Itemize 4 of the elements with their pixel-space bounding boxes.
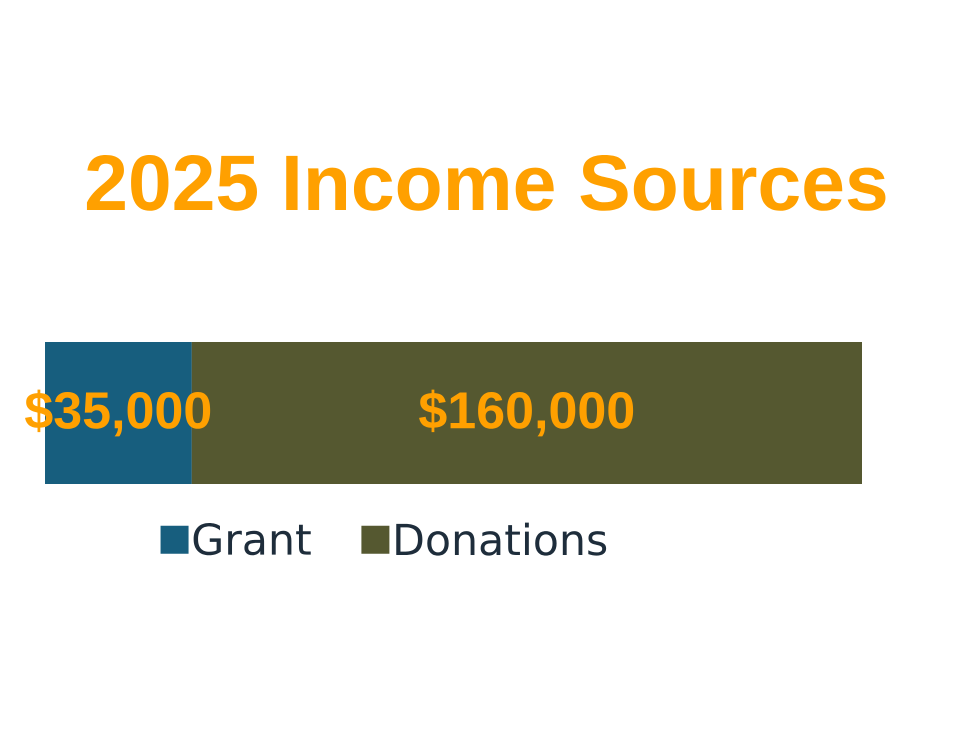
data-label: $160,000 — [419, 390, 634, 436]
chart-title: 2025 Income Sources — [86, 155, 886, 211]
legend-label: Grant — [194, 522, 311, 556]
legend-label: Donations — [396, 522, 606, 556]
